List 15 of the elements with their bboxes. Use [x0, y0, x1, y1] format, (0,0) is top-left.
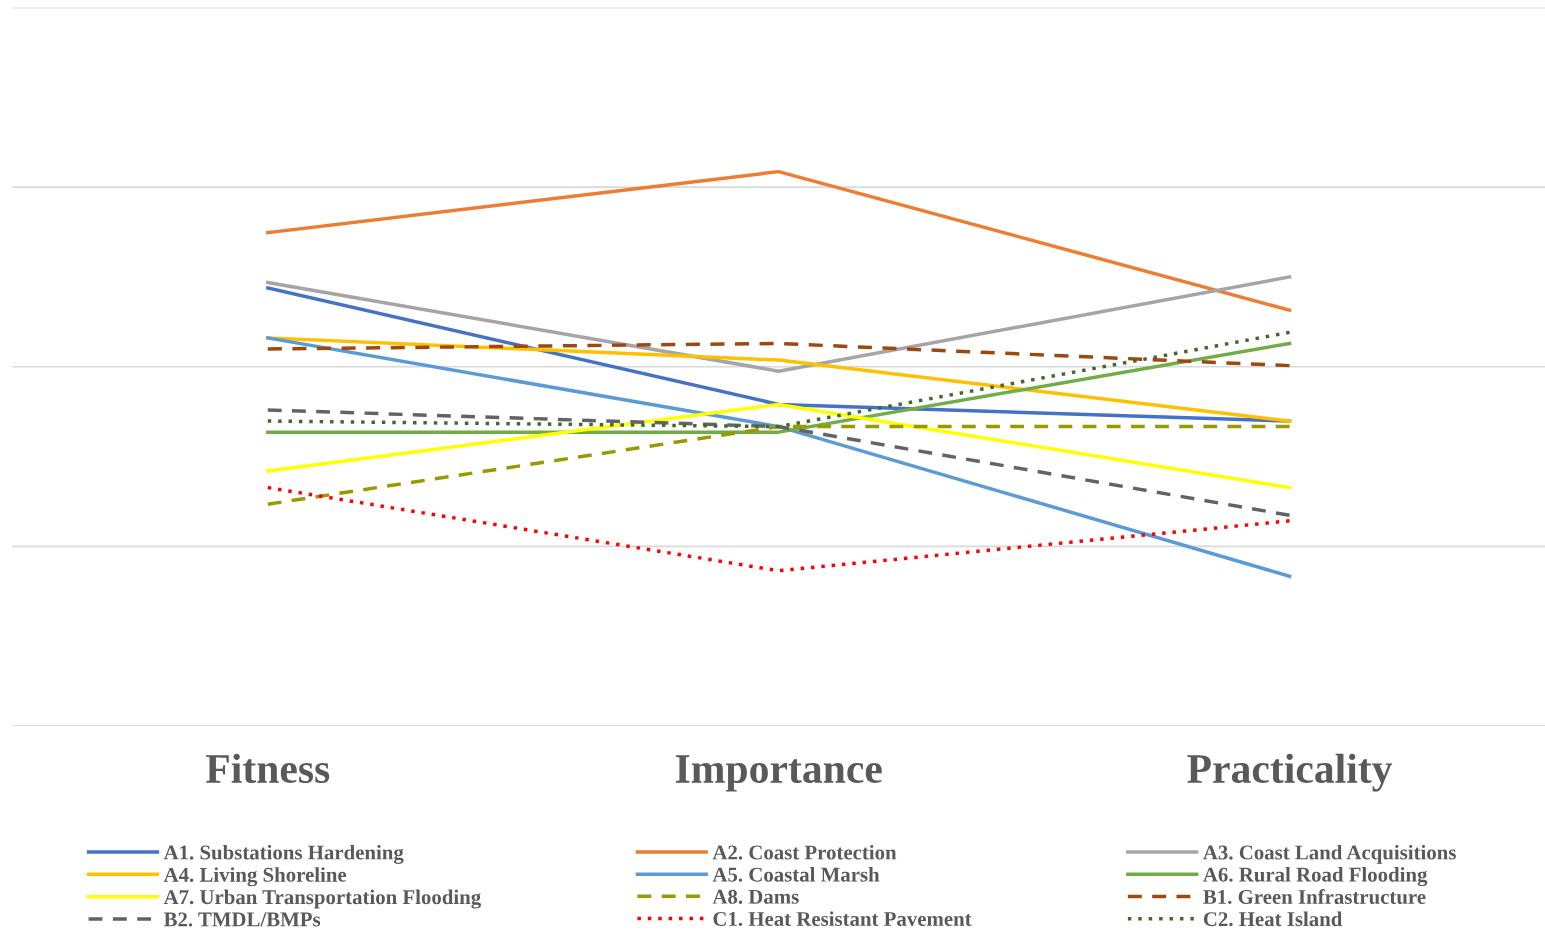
x-tick-label: Importance: [675, 755, 882, 792]
legend-label: B1. Green Infrastructure: [1203, 889, 1426, 905]
x-tick-label: Practicality: [1187, 753, 1393, 792]
legend-label: A5. Coastal Marsh: [712, 867, 880, 882]
x-tick-label: Fitness: [206, 753, 330, 784]
legend-label: C1. Heat Resistant Pavement: [713, 911, 972, 927]
legend-label: A7. Urban Transportation Flooding: [163, 889, 481, 909]
legend-label: A6. Rural Road Flooding: [1203, 867, 1428, 887]
legend-label: A2. Coast Protection: [712, 844, 897, 860]
legend-label: A4. Living Shoreline: [163, 867, 347, 887]
legend-label: B2. TMDL/BMPs: [163, 912, 321, 927]
legend-label: A8. Dams: [712, 889, 799, 904]
legend-label: C2. Heat Island: [1203, 911, 1343, 927]
legend-label: A3. Coast Land Acquisitions: [1203, 844, 1456, 864]
legend-label: A1. Substations Hardening: [163, 844, 404, 864]
